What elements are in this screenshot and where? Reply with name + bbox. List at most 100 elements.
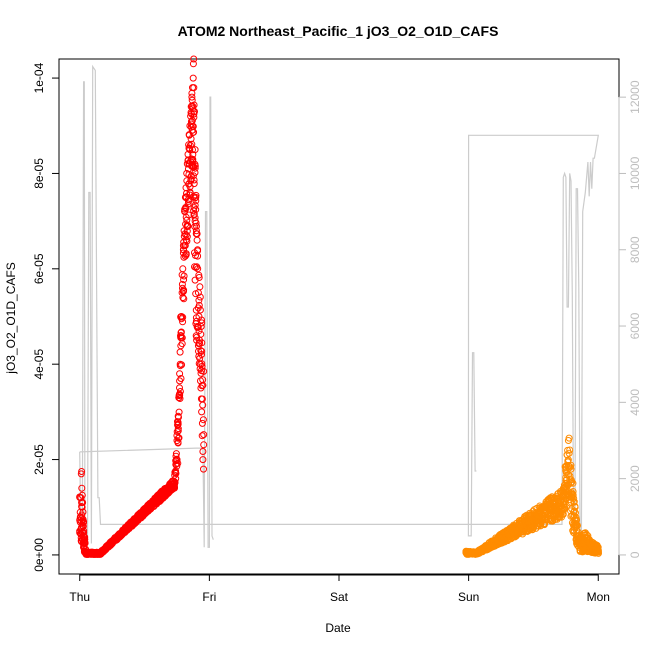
x-tick-label: Fri [202,590,216,604]
data-point [196,293,204,301]
data-point [80,518,88,525]
y2-tick-label: 2000 [628,465,642,492]
data-point [198,408,206,416]
data-point [80,529,88,537]
data-point [79,499,87,506]
data-point [195,296,203,304]
data-point [182,184,190,192]
data-point [182,251,190,259]
data-point [179,246,187,254]
data-point [579,547,587,555]
data-point [190,84,198,92]
data-point [571,522,579,530]
data-point [570,513,578,521]
data-point [180,272,188,280]
data-point [173,456,181,464]
data-point [192,193,200,201]
x-tick-label: Mon [587,590,610,604]
data-point [175,434,183,442]
y-tick-label: 2e-05 [32,444,46,475]
data-point [170,482,178,490]
data-point [196,360,204,368]
data-point [559,510,567,518]
data-point [567,465,575,473]
data-point [174,459,182,467]
y2-tick-label: 10000 [628,156,642,190]
data-point [176,360,184,368]
data-point [174,425,182,433]
data-point [192,227,200,235]
data-point [186,122,194,130]
data-point [177,332,185,340]
x-tick-label: Sun [458,590,479,604]
data-point [194,289,202,297]
data-point [197,323,205,330]
data-point [176,384,183,392]
data-point [180,276,188,284]
data-point [193,236,201,244]
data-point [566,446,574,454]
data-point [181,193,189,201]
data-point [565,449,573,457]
data-point [191,201,199,209]
data-point [198,319,206,327]
data-point [78,468,86,475]
x-axis: Thu Fri Sat Sun Mon [69,573,610,604]
data-point [200,431,208,439]
data-point [178,313,185,320]
data-point [176,395,184,402]
x-tick-label: Sat [330,590,349,604]
data-point [194,323,202,331]
data-point [199,448,207,455]
data-point [179,313,187,321]
right-axis-line-series [79,64,600,548]
data-point [565,434,573,442]
data-point [185,131,193,139]
data-point [187,103,195,111]
y-axis: 0e+00 2e-05 4e-05 6e-05 8e-05 1e-04 [32,62,60,572]
data-point [95,550,103,558]
data-point [189,122,197,130]
data-point [79,522,87,530]
data-point [199,401,207,409]
data-point [78,503,86,511]
y-tick-label: 1e-04 [32,62,46,93]
data-point [191,214,199,222]
data-point [194,246,202,254]
data-point [78,484,86,492]
data-point [175,394,183,402]
data-point [568,478,576,486]
data-point [78,491,86,499]
data-point [187,112,195,120]
data-point [185,141,193,149]
data-point [184,222,192,230]
data-point [192,219,200,227]
x-axis-label: Date [325,621,351,635]
data-point [561,484,569,492]
data-point [179,265,187,273]
data-point [200,441,208,449]
data-point [175,408,183,416]
data-point [196,336,204,344]
y2-tick-label: 0 [628,551,642,558]
data-point [190,176,198,184]
data-point [184,200,192,208]
data-point [81,535,89,543]
data-point [189,74,197,82]
y2-tick-label: 4000 [628,389,642,416]
y-tick-label: 4e-05 [32,349,46,380]
data-point [178,289,186,297]
data-point [190,180,198,188]
right-y-axis: 0 2000 4000 6000 8000 10000 12000 [618,80,642,558]
data-point [193,222,200,230]
data-point [472,550,480,558]
data-point [174,438,182,446]
data-point [198,432,206,440]
data-point [194,265,202,273]
data-point [190,210,198,218]
data-point [172,452,180,460]
data-point [198,347,206,355]
data-point [180,295,188,303]
data-point [192,206,200,214]
